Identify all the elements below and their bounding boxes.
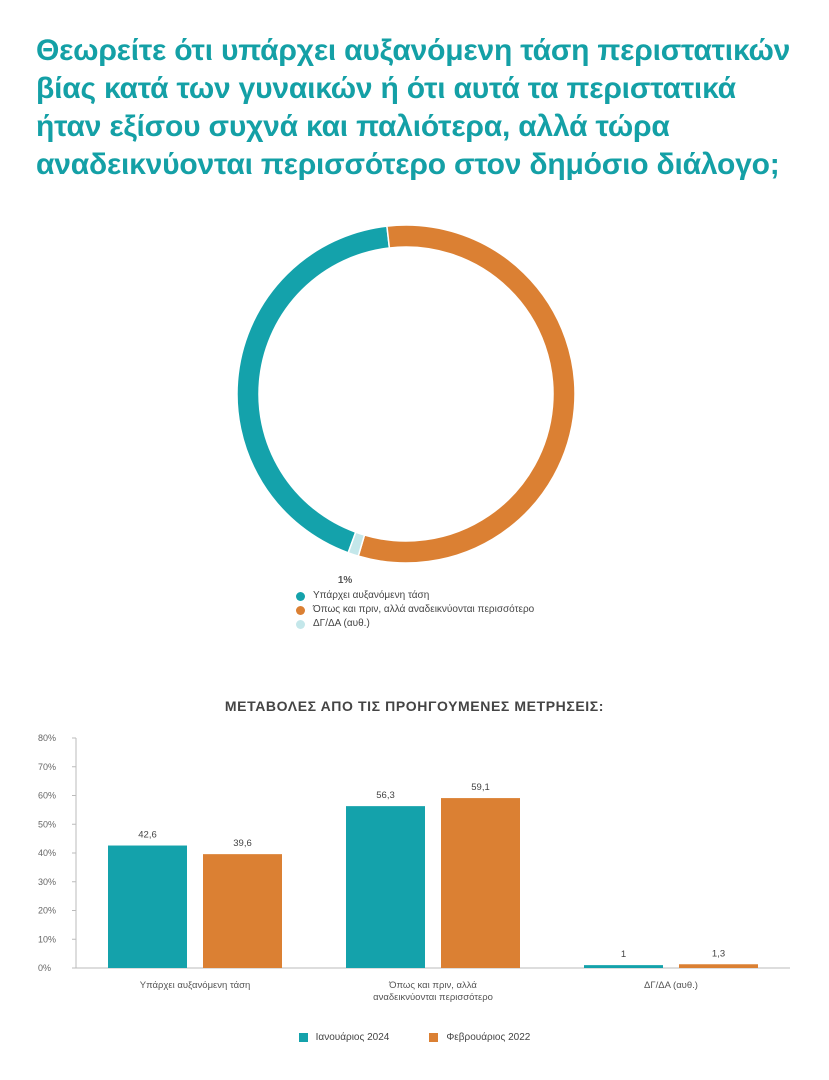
y-tick-label: 10% [38,934,56,944]
donut-chart: 42,6% 56,3% 1% [236,224,576,586]
bar-0-1 [346,806,425,968]
legend-label-2022: Φεβρουάριος 2022 [446,1032,531,1043]
donut-legend: Υπάρχει αυξανόμενη τάση Όπως και πριν, α… [296,589,534,631]
legend-label-dk: ΔΓ/ΔΑ (αυθ.) [313,618,370,629]
donut-label-dk: 1% [338,575,353,586]
donut-label-increasing: 42,6% [299,486,327,497]
bar-1-0 [203,854,282,968]
legend-item-increasing: Υπάρχει αυξανόμενη τάση [296,589,534,603]
y-tick-label: 60% [38,791,56,801]
bar-value-label: 59,1 [471,782,490,793]
bar-value-label: 42,6 [138,830,157,841]
y-tick-label: 40% [38,848,56,858]
donut-slice-dk [347,531,366,558]
legend-item-dk: ΔΓ/ΔΑ (αυθ.) [296,617,534,631]
category-label-line: Υπάρχει αυξανόμενη τάση [140,980,250,991]
legend-dot-dk [296,619,305,629]
donut-slice-increasing [236,225,391,554]
bar-chart-title: ΜΕΤΑΒΟΛΕΣ ΑΠΟ ΤΙΣ ΠΡΟΗΓΟΥΜΕΝΕΣ ΜΕΤΡΗΣΕΙΣ… [224,698,605,714]
bar-value-label: 1,3 [712,948,725,959]
category-label-line: αναδεικνύονται περισσότερο [373,992,493,1003]
category-label: Υπάρχει αυξανόμενη τάση [140,980,250,991]
legend-dot-same [296,605,305,615]
bar-0-2 [584,965,663,968]
y-tick-label: 30% [38,877,56,887]
bar-legend: Ιανουάριος 2024 Φεβρουάριος 2022 [0,1032,829,1043]
bar-value-label: 39,6 [233,838,252,849]
bar-value-label: 1 [621,949,626,960]
legend-item-same: Όπως και πριν, αλλά αναδεικνύονται περισ… [296,603,534,617]
legend-item-2022: Φεβρουάριος 2022 [429,1032,530,1043]
y-tick-label: 0% [38,963,51,973]
bar-1-2 [679,964,758,968]
legend-label-2024: Ιανουάριος 2024 [315,1032,390,1043]
category-label: ΔΓ/ΔΑ (αυθ.) [644,980,698,991]
donut-label-same: 56,3% [450,511,478,522]
legend-swatch-2024 [298,1033,308,1042]
y-tick-label: 80% [38,733,56,743]
y-tick-label: 50% [38,819,56,829]
legend-label-increasing: Υπάρχει αυξανόμενη τάση [313,590,430,601]
page-title: Θεωρείτε ότι υπάρχει αυξανόμενη τάση περ… [36,34,791,181]
legend-item-2024: Ιανουάριος 2024 [298,1032,390,1043]
y-tick-label: 20% [38,906,56,916]
legend-label-same: Όπως και πριν, αλλά αναδεικνύονται περισ… [313,604,535,615]
bar-1-1 [441,798,520,968]
bar-value-label: 56,3 [376,790,395,801]
bar-0-0 [108,845,187,968]
category-label-line: Όπως και πριν, αλλά [388,980,477,991]
legend-swatch-2022 [429,1033,439,1042]
y-tick-label: 70% [38,762,56,772]
legend-dot-increasing [296,591,305,601]
category-label: Όπως και πριν, αλλά αναδεικνύονται περισσ… [373,980,493,1003]
category-label-line: ΔΓ/ΔΑ (αυθ.) [644,980,698,991]
